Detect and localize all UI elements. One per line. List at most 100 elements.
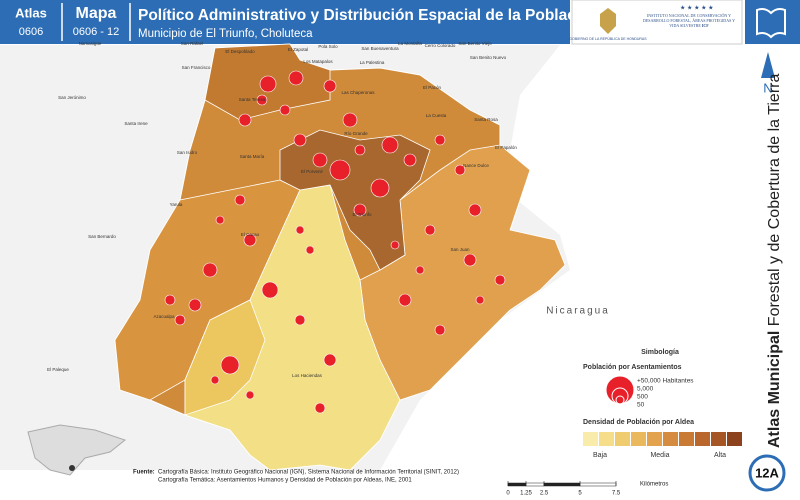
- place-label: El Porvenir: [301, 169, 324, 174]
- logo-icf-short: ICF: [701, 23, 709, 28]
- subtitle: Municipio de El Triunfo, Choluteca: [138, 28, 313, 40]
- settlement: [261, 281, 279, 299]
- source-label: Fuente:: [133, 470, 155, 476]
- place-label: Santa Teresa: [239, 97, 266, 102]
- stars: ★ ★ ★ ★ ★: [680, 5, 714, 12]
- place-label: San Francisco: [182, 65, 211, 70]
- scale-unit: Kilómetros: [640, 482, 668, 488]
- place-label: San Benito Nuevo: [470, 55, 507, 60]
- ramp-swatch: [615, 432, 630, 446]
- logo-icf-box: INSTITUTO NACIONAL DE CONSERVACIÓN Y DES…: [640, 13, 738, 28]
- series-title: Atlas Municipal Forestal y de Cobertura …: [766, 74, 783, 448]
- atlas-label: Atlas: [15, 5, 47, 20]
- settlement: [256, 94, 268, 106]
- scale-segment: [543, 482, 581, 487]
- place-label: Los Matapalos: [303, 59, 333, 64]
- series-bold: Atlas Municipal: [766, 331, 783, 448]
- scale-segment: [579, 482, 617, 487]
- place-label: Nance Dulce: [463, 163, 489, 168]
- population-class: 50: [637, 402, 645, 409]
- scale-label: 1.25: [520, 491, 532, 497]
- source-line: Cartografía Básica: Instituto Geográfico…: [158, 470, 459, 476]
- place-label: La Cuesta: [426, 113, 447, 118]
- source-line: Cartografía Temática: Asentamientos Huma…: [158, 478, 412, 484]
- place-label: La Montaña: [398, 41, 422, 46]
- ramp-swatch: [727, 432, 742, 446]
- book-box: [745, 0, 800, 44]
- settlement: [234, 194, 246, 206]
- place-label: El Papalón: [495, 145, 517, 150]
- legend-population-title: Población por Asentamientos: [583, 364, 682, 371]
- settlement: [370, 178, 390, 198]
- place-label: San Jerónimo: [58, 95, 86, 100]
- settlement: [188, 298, 202, 312]
- inset-location: [69, 465, 75, 471]
- place-label: El Zapotal: [288, 47, 308, 52]
- place-label: Río Grande: [344, 131, 368, 136]
- settlement: [245, 390, 255, 400]
- place-label: Cerro Colorado: [425, 43, 456, 48]
- ramp-swatch: [583, 432, 598, 446]
- settlement: [354, 144, 366, 156]
- place-label: La Palestina: [360, 60, 385, 65]
- settlement: [381, 136, 399, 154]
- scale-bar: 0 1.25 2.5 5 7.5 Kilómetros: [506, 481, 668, 497]
- settlement: [398, 293, 412, 307]
- density-label: Alta: [714, 452, 726, 459]
- place-label: San Isidro: [177, 150, 198, 155]
- settlement: [202, 262, 218, 278]
- logo-icf-text: INSTITUTO NACIONAL DE CONSERVACIÓN Y DES…: [642, 13, 736, 28]
- ramp-swatch: [679, 432, 694, 446]
- legend-circle: [605, 375, 635, 405]
- settlement: [390, 240, 400, 250]
- country-label: Nicaragua: [546, 306, 610, 317]
- scale-label: 2.5: [540, 491, 549, 497]
- place-labels: Namasigüe San Rafael El Despoblado El Zapot…: [47, 41, 517, 378]
- sheet-label: 12A: [755, 465, 779, 480]
- legend-density-title: Densidad de Población por Aldea: [583, 419, 694, 426]
- ramp-swatch: [663, 432, 678, 446]
- settlement: [210, 375, 220, 385]
- place-label: San Juan: [450, 247, 470, 252]
- settlement: [294, 314, 306, 326]
- density-label: Media: [650, 452, 669, 459]
- population-class: +50,000 Habitantes: [637, 378, 694, 385]
- place-label: Pola Solo: [318, 44, 338, 49]
- place-label: El Pacón: [423, 85, 442, 90]
- settlement: [424, 224, 436, 236]
- logo-icf: INSTITUTO NACIONAL DE CONSERVACIÓN Y DES…: [640, 13, 738, 28]
- settlement: [288, 70, 304, 86]
- settlement: [415, 265, 425, 275]
- scale-label: 0: [506, 491, 510, 497]
- settlement: [494, 274, 506, 286]
- settlement: [329, 159, 351, 181]
- legend-circle: [615, 395, 625, 405]
- settlements: [164, 70, 506, 414]
- settlement: [342, 112, 358, 128]
- settlement: [215, 215, 225, 225]
- settlement: [220, 355, 240, 375]
- settlement: [403, 153, 417, 167]
- settlement: [259, 75, 277, 93]
- ramp-swatch: [695, 432, 710, 446]
- series-rest: Forestal y de Cobertura de la Tierra: [766, 74, 783, 327]
- settlement: [174, 314, 186, 326]
- settlement: [323, 79, 337, 93]
- title: Político Administrativo y Distribución E…: [138, 7, 599, 24]
- density-ramp: [583, 432, 742, 446]
- place-label: San Rafael: [181, 41, 203, 46]
- settlement: [243, 233, 257, 247]
- settlement: [353, 203, 367, 217]
- logo-gov: GOBIERNO DE LA REPÚBLICA DE HONDURAS: [569, 37, 647, 41]
- place-label: Los Haciendas: [292, 373, 323, 378]
- place-label: Azacualpa: [153, 314, 175, 319]
- settlement: [295, 225, 305, 235]
- place-label: El Despoblado: [225, 49, 255, 54]
- place-label: San Bernardo: [88, 234, 116, 239]
- settlement: [323, 353, 337, 367]
- settlement: [314, 402, 326, 414]
- density-label: Baja: [593, 452, 607, 459]
